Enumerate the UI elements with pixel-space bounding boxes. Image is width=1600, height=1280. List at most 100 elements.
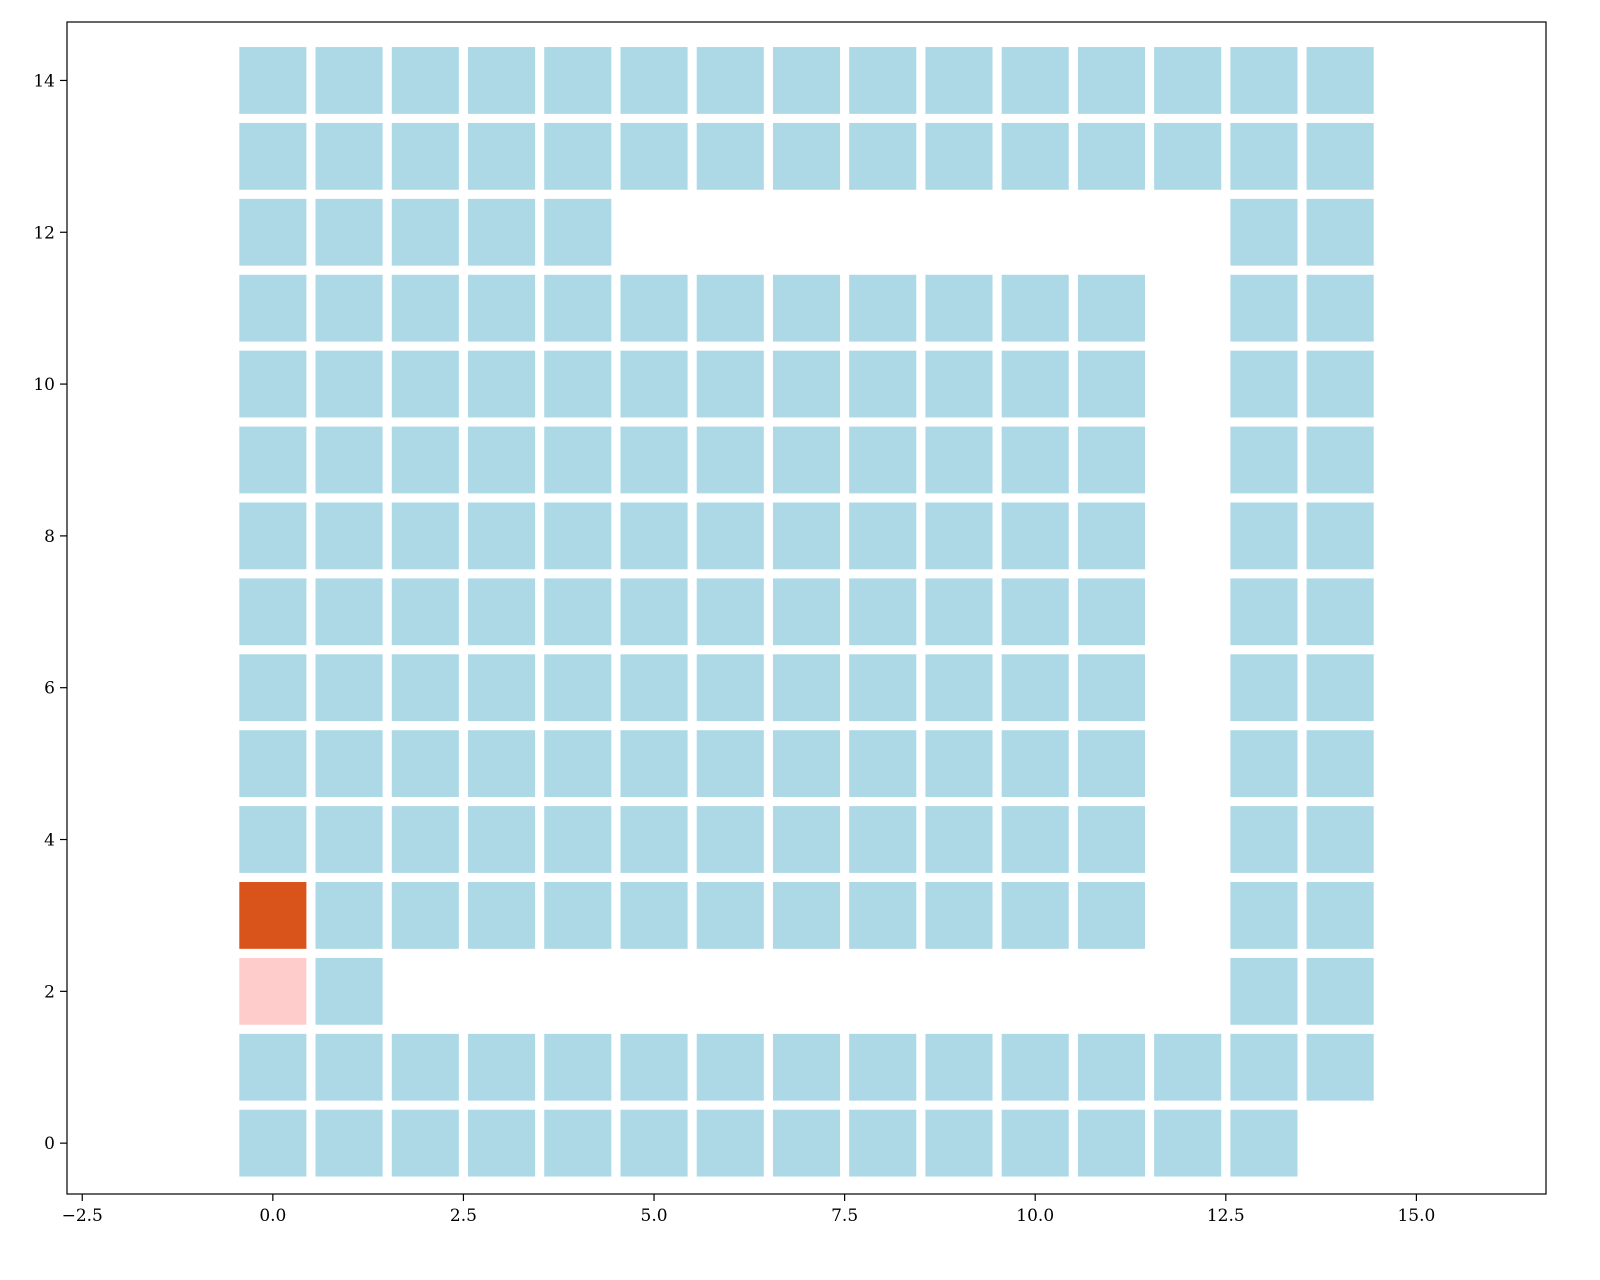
cell-0-13 [239, 122, 307, 190]
cell-6-10 [696, 350, 764, 418]
cell-9-3 [925, 882, 993, 949]
cell-13-9 [1230, 426, 1298, 494]
cell-3-8 [468, 502, 536, 570]
cell-5-0 [620, 1109, 688, 1177]
cell-3-4 [468, 806, 536, 873]
cell-11-10 [1077, 350, 1145, 418]
cell-6-7 [696, 578, 764, 646]
cell-4-11 [544, 274, 612, 342]
cell-13-5 [1230, 730, 1298, 798]
y-tick-label: 12 [33, 223, 55, 243]
cell-13-12 [1230, 198, 1298, 266]
cell-layer [239, 47, 1374, 1177]
cell-2-1 [391, 1033, 459, 1101]
cell-2-13 [391, 122, 459, 190]
cell-2-14 [391, 47, 459, 114]
cell-4-13 [544, 122, 612, 190]
cell-11-8 [1077, 502, 1145, 570]
cell-4-14 [544, 47, 612, 114]
cell-9-14 [925, 47, 993, 114]
cell-6-6 [696, 654, 764, 722]
cell-10-14 [1001, 47, 1069, 114]
cell-9-5 [925, 730, 993, 798]
cell-3-11 [468, 274, 536, 342]
cell-8-4 [849, 806, 917, 873]
cell-0-4 [239, 806, 307, 873]
cell-0-8 [239, 502, 307, 570]
cell-1-2 [315, 957, 383, 1025]
cell-3-9 [468, 426, 536, 494]
cell-8-14 [849, 47, 917, 114]
cell-7-10 [772, 350, 841, 418]
cell-14-4 [1306, 806, 1374, 873]
cell-6-4 [696, 806, 764, 873]
cell-9-9 [925, 426, 993, 494]
cell-8-11 [849, 274, 917, 342]
cell-6-11 [696, 274, 764, 342]
y-tick-label: 0 [44, 1134, 55, 1154]
cell-0-5 [239, 730, 307, 798]
cell-8-0 [849, 1109, 917, 1177]
cell-1-0 [315, 1109, 383, 1177]
cell-6-3 [696, 882, 764, 949]
cell-13-2 [1230, 957, 1298, 1025]
cell-13-8 [1230, 502, 1298, 570]
cell-1-7 [315, 578, 383, 646]
cell-4-4 [544, 806, 612, 873]
cell-0-2 [239, 957, 307, 1025]
cell-10-11 [1001, 274, 1069, 342]
cell-0-1 [239, 1033, 307, 1101]
cell-11-11 [1077, 274, 1145, 342]
cell-11-9 [1077, 426, 1145, 494]
cell-7-14 [772, 47, 841, 114]
cell-11-1 [1077, 1033, 1145, 1101]
cell-9-0 [925, 1109, 993, 1177]
cell-3-0 [468, 1109, 536, 1177]
cell-4-7 [544, 578, 612, 646]
y-tick-label: 2 [44, 982, 55, 1002]
cell-4-1 [544, 1033, 612, 1101]
cell-13-4 [1230, 806, 1298, 873]
cell-0-7 [239, 578, 307, 646]
cell-4-10 [544, 350, 612, 418]
cell-2-3 [391, 882, 459, 949]
cell-9-1 [925, 1033, 993, 1101]
cell-9-13 [925, 122, 993, 190]
cell-10-13 [1001, 122, 1069, 190]
cell-3-13 [468, 122, 536, 190]
cell-7-5 [772, 730, 841, 798]
cell-3-5 [468, 730, 536, 798]
cell-10-6 [1001, 654, 1069, 722]
cell-0-6 [239, 654, 307, 722]
cell-3-12 [468, 198, 536, 266]
cell-10-0 [1001, 1109, 1069, 1177]
cell-0-12 [239, 198, 307, 266]
cell-7-1 [772, 1033, 841, 1101]
cell-3-3 [468, 882, 536, 949]
cell-14-2 [1306, 957, 1374, 1025]
cell-14-5 [1306, 730, 1374, 798]
cell-14-12 [1306, 198, 1374, 266]
cell-14-10 [1306, 350, 1374, 418]
cell-0-14 [239, 47, 307, 114]
cell-4-12 [544, 198, 612, 266]
cell-2-10 [391, 350, 459, 418]
cell-11-5 [1077, 730, 1145, 798]
x-tick-label: 10.0 [1016, 1206, 1054, 1226]
cell-8-5 [849, 730, 917, 798]
cell-4-8 [544, 502, 612, 570]
cell-8-1 [849, 1033, 917, 1101]
cell-11-3 [1077, 882, 1145, 949]
cell-1-12 [315, 198, 383, 266]
cell-14-9 [1306, 426, 1374, 494]
cell-2-0 [391, 1109, 459, 1177]
cell-4-0 [544, 1109, 612, 1177]
cell-5-1 [620, 1033, 688, 1101]
cell-1-14 [315, 47, 383, 114]
cell-14-3 [1306, 882, 1374, 949]
cell-1-6 [315, 654, 383, 722]
cell-14-13 [1306, 122, 1374, 190]
cell-2-12 [391, 198, 459, 266]
cell-3-10 [468, 350, 536, 418]
cell-2-9 [391, 426, 459, 494]
